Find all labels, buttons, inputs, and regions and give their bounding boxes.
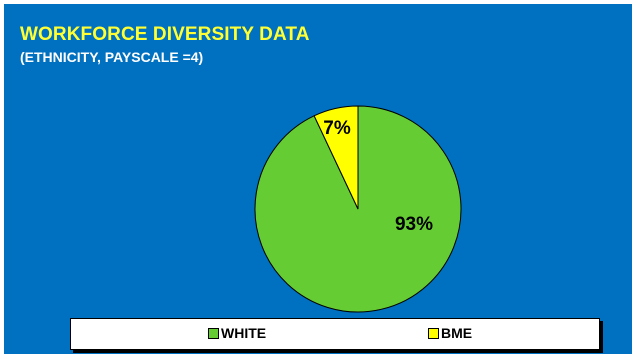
chart-subtitle: (ETHNICITY, PAYSCALE =4) [20, 49, 204, 65]
legend-label-bme: BME [441, 325, 473, 341]
chart-title: WORKFORCE DIVERSITY DATA [20, 24, 310, 45]
data-label-bme: 7% [323, 118, 351, 139]
legend-item-bme: BME [428, 325, 472, 341]
legend-swatch-white [208, 327, 219, 339]
pie-slice-bme [313, 105, 359, 210]
data-label-white: 93% [395, 214, 433, 235]
legend-item-white: WHITE [208, 325, 266, 341]
legend-label-white: WHITE [221, 325, 267, 341]
legend-swatch-bme [428, 327, 439, 339]
chart-legend: WHITE BME [70, 318, 600, 350]
